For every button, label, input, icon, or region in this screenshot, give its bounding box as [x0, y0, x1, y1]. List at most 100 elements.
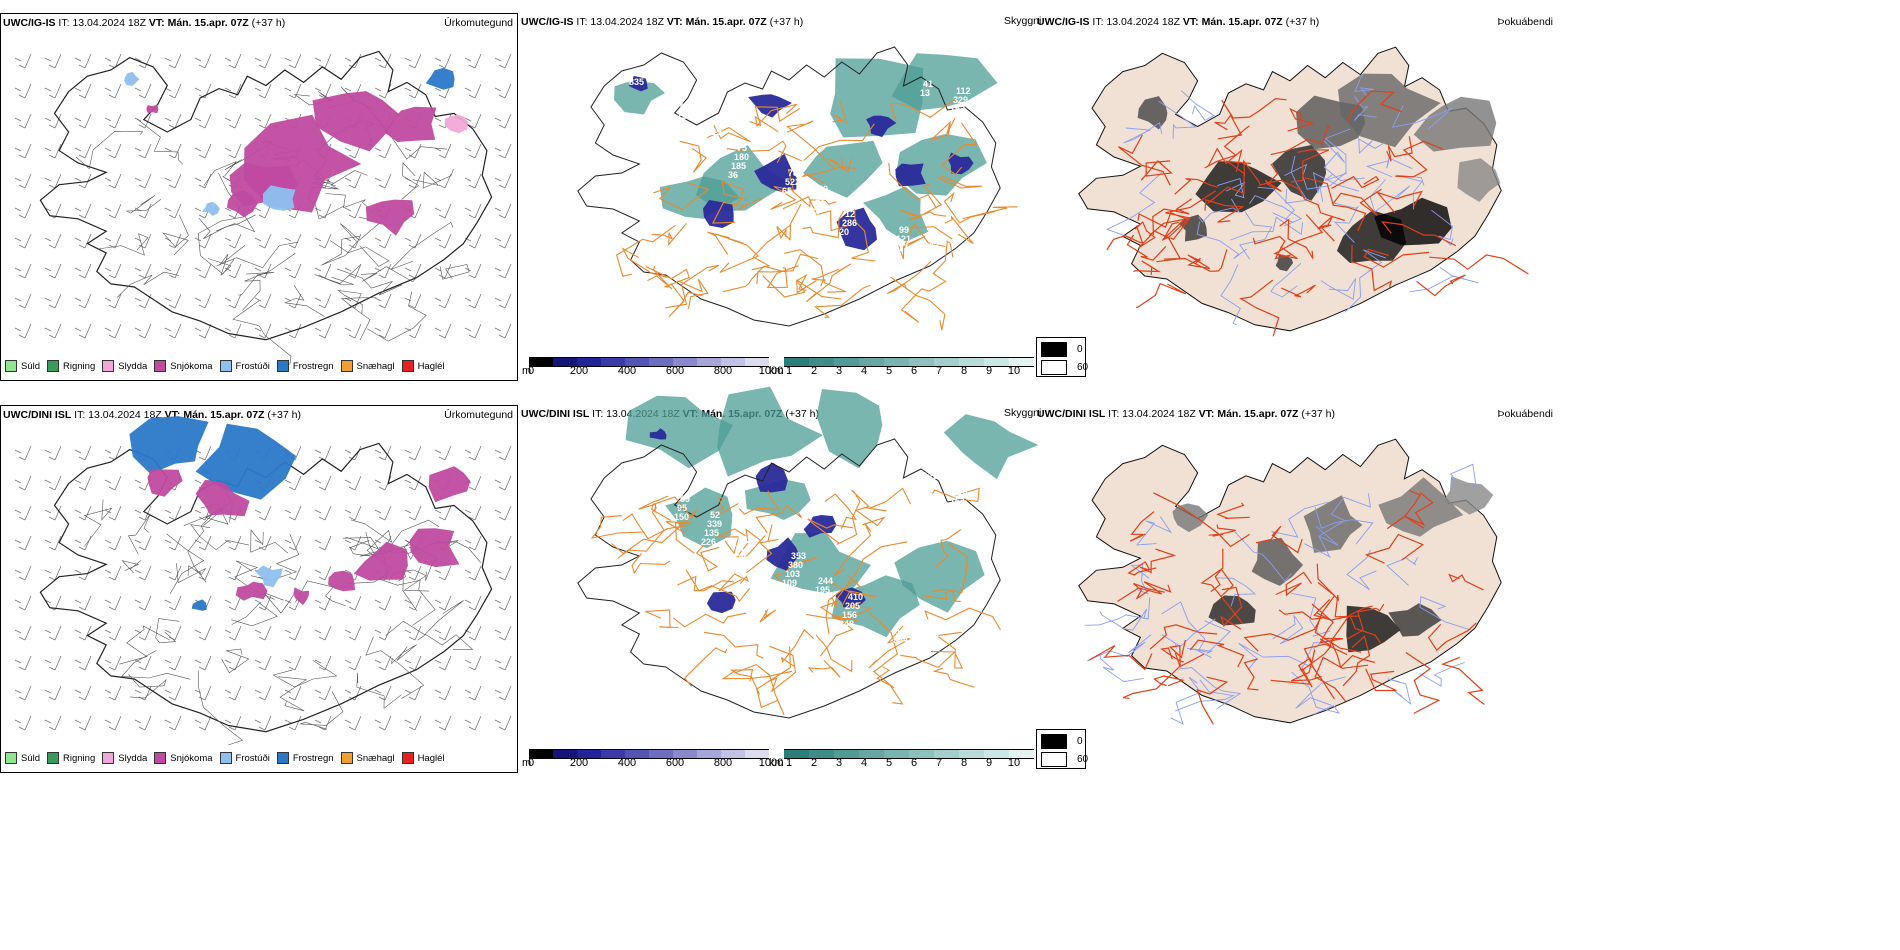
wind-barb: [284, 53, 302, 69]
wind-barb: [134, 233, 152, 249]
colorbar-tick-label: 6: [910, 757, 918, 769]
road-line: [888, 162, 937, 209]
wind-barb: [404, 233, 422, 249]
wind-barb: [74, 203, 92, 219]
river-line: [1272, 615, 1306, 645]
visibility-area: [830, 58, 924, 138]
wind-barb: [494, 293, 512, 309]
cloud-base-labels: 51 52 353 410 53 59 162 244 395 318 339 380 205 125 95…: [629, 469, 971, 652]
cloud-base-label: 185: [731, 161, 746, 171]
wind-barb: [44, 535, 62, 551]
cloud-base-label: 75: [737, 143, 747, 153]
colorbar-segment: [577, 357, 601, 367]
wind-barb: [314, 475, 332, 491]
wind-barb: [314, 203, 332, 219]
road-line: [668, 283, 703, 318]
legend-label: Frostregn: [292, 752, 334, 764]
wind-barb: [314, 595, 332, 611]
colorbar-tick-label: 0: [527, 757, 535, 769]
wind-barb: [164, 323, 182, 339]
river-line: [1099, 608, 1148, 631]
wind-barb: [44, 565, 62, 581]
road-line: [653, 182, 710, 211]
wind-barb: [14, 655, 32, 671]
road-line: [1129, 511, 1155, 542]
precip-type-map-top: UWC/IG-IS IT: 13.04.2024 18Z VT: Mán. 15…: [0, 13, 518, 381]
wind-barb: [494, 535, 512, 551]
road-line: [611, 508, 698, 555]
road-line: [930, 117, 956, 141]
wind-barb: [74, 595, 92, 611]
cloud-base-labels: 835 99 145 115 63 67 75 80 99 112 119 78 12 209 151 180…: [629, 77, 971, 260]
wind-barb: [74, 113, 92, 129]
wind-barb: [434, 595, 452, 611]
wind-barb: [434, 53, 452, 69]
wind-barb: [44, 173, 62, 189]
river-line: [1257, 186, 1295, 223]
cloud-base-area: [836, 207, 877, 251]
wind-barb: [134, 535, 152, 551]
cloud-base-label: 69: [809, 211, 819, 221]
road-line: [936, 175, 983, 189]
wind-barb: [434, 143, 452, 159]
fog-legend-label: 60: [1077, 362, 1089, 373]
road-line: [900, 281, 945, 323]
road-line: [726, 140, 787, 163]
colorbar-segment: [745, 357, 769, 367]
cloud-base-label: 156: [842, 610, 857, 620]
panel-title: Úrkomutegund: [444, 17, 513, 29]
road-line: [1351, 245, 1393, 292]
wind-barb: [284, 685, 302, 701]
ceiling-visibility-map-top: UWC/IG-IS IT: 13.04.2024 18Z VT: Mán. 15…: [519, 13, 1034, 381]
wind-barb: [134, 655, 152, 671]
road-line: [631, 552, 671, 575]
wind-barb: [284, 263, 302, 279]
road-line: [1416, 274, 1466, 297]
wind-barb: [314, 293, 332, 309]
colorbar-tick-label: 1: [785, 757, 793, 769]
wind-barb: [104, 505, 122, 521]
road-line: [1394, 140, 1444, 178]
panel-title: Skyggni: [1004, 407, 1042, 419]
cloud-base-label: 116: [953, 487, 968, 497]
wind-barb: [74, 83, 92, 99]
road-line: [1149, 624, 1218, 650]
river-line: [1239, 211, 1273, 260]
wind-barb: [464, 173, 482, 189]
wind-barb: [14, 293, 32, 309]
panel-title: Þokuábendi: [1497, 16, 1553, 28]
legend-item: Frostregn: [276, 360, 334, 372]
cloud-base-area: [649, 428, 667, 440]
wind-barb: [434, 173, 452, 189]
wind-barb: [284, 505, 302, 521]
road-line: [1204, 199, 1245, 223]
wind-barb: [104, 595, 122, 611]
road-line: [1300, 638, 1332, 688]
road-line: [776, 224, 792, 241]
wind-barb: [134, 83, 152, 99]
colorbar-segment: [673, 749, 697, 759]
wind-barb: [44, 263, 62, 279]
precip-area: [428, 466, 471, 503]
wind-barb: [464, 113, 482, 129]
river-line: [1419, 596, 1471, 631]
wind-barb: [134, 143, 152, 159]
road-line: [783, 249, 847, 293]
river-line: [1369, 179, 1411, 213]
road-line: [786, 120, 833, 168]
fog-legend-item: 60: [1041, 752, 1088, 767]
wind-barb: [464, 323, 482, 339]
visibility-area: [894, 540, 985, 613]
road-line: [890, 276, 946, 331]
wind-barb: [14, 173, 32, 189]
wind-barb: [164, 595, 182, 611]
legend-swatch: [102, 752, 115, 764]
river-line: [1270, 501, 1329, 538]
cloud-base-label: 380: [788, 560, 803, 570]
wind-barb: [374, 655, 392, 671]
wind-barb: [314, 263, 332, 279]
wind-barb: [164, 293, 182, 309]
wind-barb: [374, 233, 392, 249]
colorbar-segment: [809, 749, 834, 759]
road-line: [1174, 178, 1219, 195]
